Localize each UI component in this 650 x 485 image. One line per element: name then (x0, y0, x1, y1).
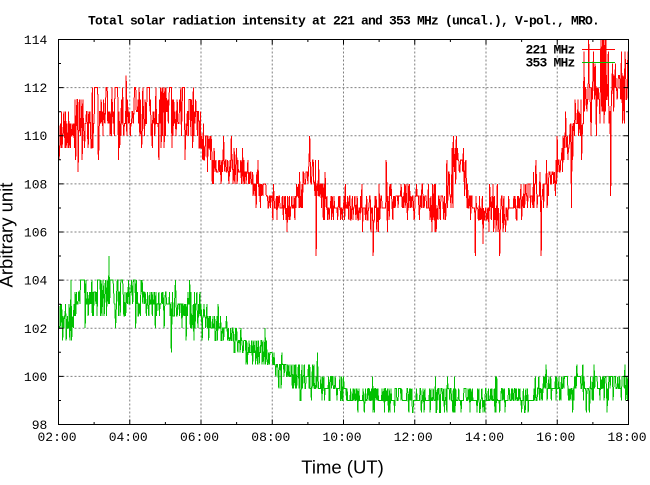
svg-text:Arbitrary unit: Arbitrary unit (0, 183, 17, 288)
svg-text:104: 104 (24, 274, 48, 289)
svg-text:02:00: 02:00 (37, 430, 76, 445)
svg-text:12:00: 12:00 (394, 430, 433, 445)
svg-text:10:00: 10:00 (322, 430, 361, 445)
svg-text:353 MHz: 353 MHz (525, 56, 574, 71)
svg-text:114: 114 (24, 33, 48, 48)
svg-text:110: 110 (24, 129, 47, 144)
svg-text:04:00: 04:00 (109, 430, 148, 445)
svg-text:14:00: 14:00 (465, 430, 504, 445)
svg-text:98: 98 (32, 418, 48, 433)
svg-text:102: 102 (24, 322, 47, 337)
svg-text:08:00: 08:00 (251, 430, 290, 445)
svg-text:108: 108 (24, 177, 47, 192)
svg-text:221 MHz: 221 MHz (525, 43, 574, 58)
svg-text:112: 112 (24, 81, 47, 96)
svg-text:100: 100 (24, 370, 47, 385)
svg-text:Total solar radiation intensit: Total solar radiation intensity at 221 a… (88, 14, 599, 29)
svg-text:16:00: 16:00 (536, 430, 575, 445)
svg-text:18:00: 18:00 (607, 430, 646, 445)
svg-text:06:00: 06:00 (180, 430, 219, 445)
svg-text:106: 106 (24, 226, 47, 241)
svg-text:Time (UT): Time (UT) (301, 457, 384, 478)
